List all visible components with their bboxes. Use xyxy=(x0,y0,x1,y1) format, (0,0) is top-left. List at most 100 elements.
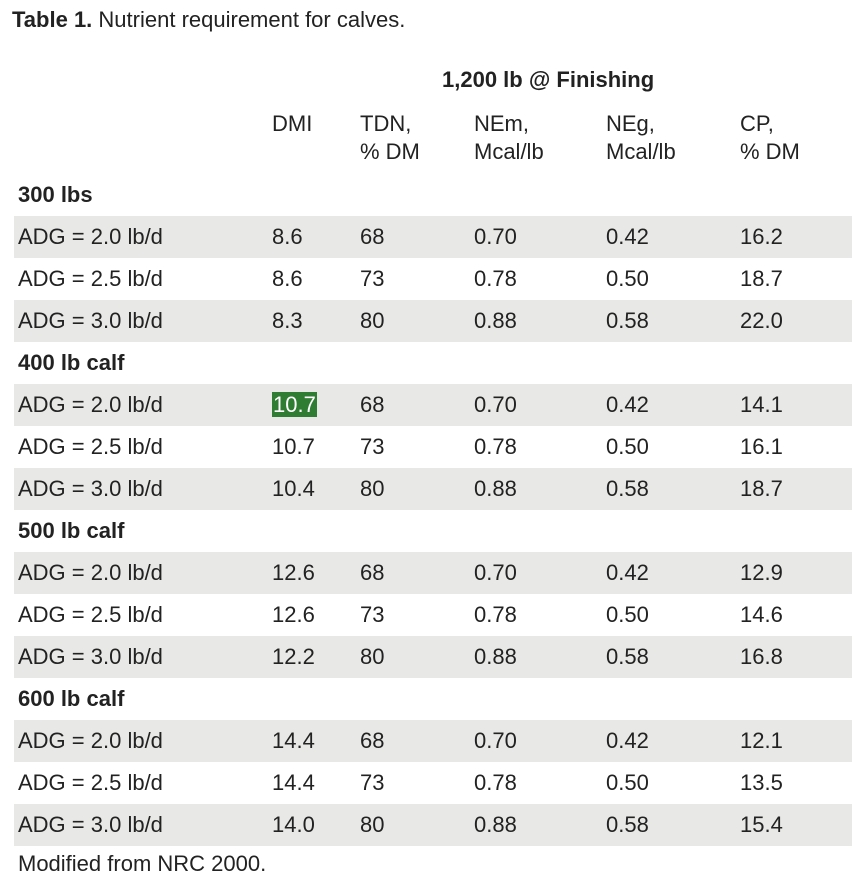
row-label: ADG = 3.0 lb/d xyxy=(14,300,272,342)
cell-neg: 0.50 xyxy=(606,426,740,468)
table-caption-text: Nutrient requirement for calves. xyxy=(98,7,406,32)
cell-nem: 0.78 xyxy=(474,258,606,300)
cell-dmi: 10.7 xyxy=(272,426,360,468)
cell-nem: 0.88 xyxy=(474,804,606,846)
cell-cp: 15.4 xyxy=(740,804,853,846)
cell-nem: 0.88 xyxy=(474,468,606,510)
cell-nem: 0.78 xyxy=(474,762,606,804)
cell-neg: 0.50 xyxy=(606,762,740,804)
cell-dmi: 10.4 xyxy=(272,468,360,510)
cell-dmi: 14.0 xyxy=(272,804,360,846)
column-header-dmi: DMI xyxy=(272,110,312,138)
section-header-row: 300 lbs xyxy=(14,174,853,216)
row-label: ADG = 3.0 lb/d xyxy=(14,636,272,678)
cell-dmi: 14.4 xyxy=(272,762,360,804)
cell-nem: 0.78 xyxy=(474,426,606,468)
cell-neg: 0.42 xyxy=(606,552,740,594)
cell-nem: 0.70 xyxy=(474,552,606,594)
cell-cp: 14.6 xyxy=(740,594,853,636)
cell-dmi: 8.6 xyxy=(272,258,360,300)
section-header-row: 400 lb calf xyxy=(14,342,853,384)
cell-tdn: 73 xyxy=(360,594,474,636)
section-title: 500 lb calf xyxy=(14,510,853,552)
cell-dmi: 10.7 xyxy=(272,384,360,426)
table-row: ADG = 2.5 lb/d 10.7 73 0.78 0.50 16.1 xyxy=(14,426,853,468)
cell-dmi: 12.6 xyxy=(272,552,360,594)
table-row: ADG = 2.0 lb/d 14.4 68 0.70 0.42 12.1 xyxy=(14,720,853,762)
cell-cp: 12.9 xyxy=(740,552,853,594)
cell-neg: 0.58 xyxy=(606,804,740,846)
cell-cp: 12.1 xyxy=(740,720,853,762)
cell-cp: 16.8 xyxy=(740,636,853,678)
section-header-row: 500 lb calf xyxy=(14,510,853,552)
table-row: ADG = 2.5 lb/d 12.6 73 0.78 0.50 14.6 xyxy=(14,594,853,636)
row-label: ADG = 2.5 lb/d xyxy=(14,426,272,468)
cell-neg: 0.58 xyxy=(606,468,740,510)
column-header-line1: TDN, xyxy=(360,111,412,136)
table-row: ADG = 2.0 lb/d 8.6 68 0.70 0.42 16.2 xyxy=(14,216,853,258)
table-row: ADG = 2.0 lb/d 12.6 68 0.70 0.42 12.9 xyxy=(14,552,853,594)
row-label: ADG = 3.0 lb/d xyxy=(14,468,272,510)
column-header-line1: NEg, xyxy=(606,111,655,136)
cell-tdn: 68 xyxy=(360,552,474,594)
column-header-cp: CP, % DM xyxy=(740,110,800,166)
cell-nem: 0.88 xyxy=(474,636,606,678)
cell-nem: 0.70 xyxy=(474,216,606,258)
cell-nem: 0.78 xyxy=(474,594,606,636)
column-header-line2: Mcal/lb xyxy=(606,139,676,164)
cell-tdn: 73 xyxy=(360,426,474,468)
section-title: 300 lbs xyxy=(14,174,853,216)
cell-cp: 16.1 xyxy=(740,426,853,468)
table-row: ADG = 2.5 lb/d 14.4 73 0.78 0.50 13.5 xyxy=(14,762,853,804)
row-label: ADG = 2.5 lb/d xyxy=(14,762,272,804)
cell-neg: 0.42 xyxy=(606,720,740,762)
row-label: ADG = 2.0 lb/d xyxy=(14,384,272,426)
cell-tdn: 80 xyxy=(360,804,474,846)
table-caption: Table 1. Nutrient requirement for calves… xyxy=(12,6,405,34)
group-header: 1,200 lb @ Finishing xyxy=(442,67,655,92)
row-label: ADG = 3.0 lb/d xyxy=(14,804,272,846)
cell-neg: 0.42 xyxy=(606,384,740,426)
cell-tdn: 73 xyxy=(360,258,474,300)
cell-neg: 0.50 xyxy=(606,594,740,636)
column-header-neg: NEg, Mcal/lb xyxy=(606,110,676,166)
cell-cp: 18.7 xyxy=(740,468,853,510)
cell-tdn: 68 xyxy=(360,384,474,426)
row-label: ADG = 2.0 lb/d xyxy=(14,216,272,258)
cell-tdn: 68 xyxy=(360,216,474,258)
cell-cp: 16.2 xyxy=(740,216,853,258)
table-row: ADG = 2.0 lb/d 10.7 68 0.70 0.42 14.1 xyxy=(14,384,853,426)
cell-dmi: 8.6 xyxy=(272,216,360,258)
table-caption-label: Table 1. xyxy=(12,7,93,32)
row-label: ADG = 2.0 lb/d xyxy=(14,720,272,762)
cell-cp: 18.7 xyxy=(740,258,853,300)
section-header-row: 600 lb calf xyxy=(14,678,853,720)
cell-tdn: 68 xyxy=(360,720,474,762)
table-body: 300 lbs ADG = 2.0 lb/d 8.6 68 0.70 0.42 16.2 AD… xyxy=(14,174,853,846)
cell-dmi: 8.3 xyxy=(272,300,360,342)
cell-tdn: 80 xyxy=(360,636,474,678)
cell-nem: 0.70 xyxy=(474,384,606,426)
column-header-line2: Mcal/lb xyxy=(474,139,544,164)
column-header-line2: % DM xyxy=(360,139,420,164)
column-header-line1: DMI xyxy=(272,111,313,136)
table-row: ADG = 2.5 lb/d 8.6 73 0.78 0.50 18.7 xyxy=(14,258,853,300)
table-row: ADG = 3.0 lb/d 10.4 80 0.88 0.58 18.7 xyxy=(14,468,853,510)
row-label: ADG = 2.5 lb/d xyxy=(14,594,272,636)
cell-cp: 13.5 xyxy=(740,762,853,804)
cell-dmi: 12.2 xyxy=(272,636,360,678)
column-header-line2: % DM xyxy=(740,139,800,164)
cell-tdn: 80 xyxy=(360,300,474,342)
cell-cp: 14.1 xyxy=(740,384,853,426)
section-title: 600 lb calf xyxy=(14,678,853,720)
cell-neg: 0.42 xyxy=(606,216,740,258)
column-header-line1: NEm, xyxy=(474,111,529,136)
cell-nem: 0.70 xyxy=(474,720,606,762)
footnote: Modified from NRC 2000. xyxy=(18,851,267,876)
row-label: ADG = 2.0 lb/d xyxy=(14,552,272,594)
cell-dmi: 12.6 xyxy=(272,594,360,636)
table-row: ADG = 3.0 lb/d 8.3 80 0.88 0.58 22.0 xyxy=(14,300,853,342)
cell-tdn: 73 xyxy=(360,762,474,804)
cell-nem: 0.88 xyxy=(474,300,606,342)
row-label: ADG = 2.5 lb/d xyxy=(14,258,272,300)
